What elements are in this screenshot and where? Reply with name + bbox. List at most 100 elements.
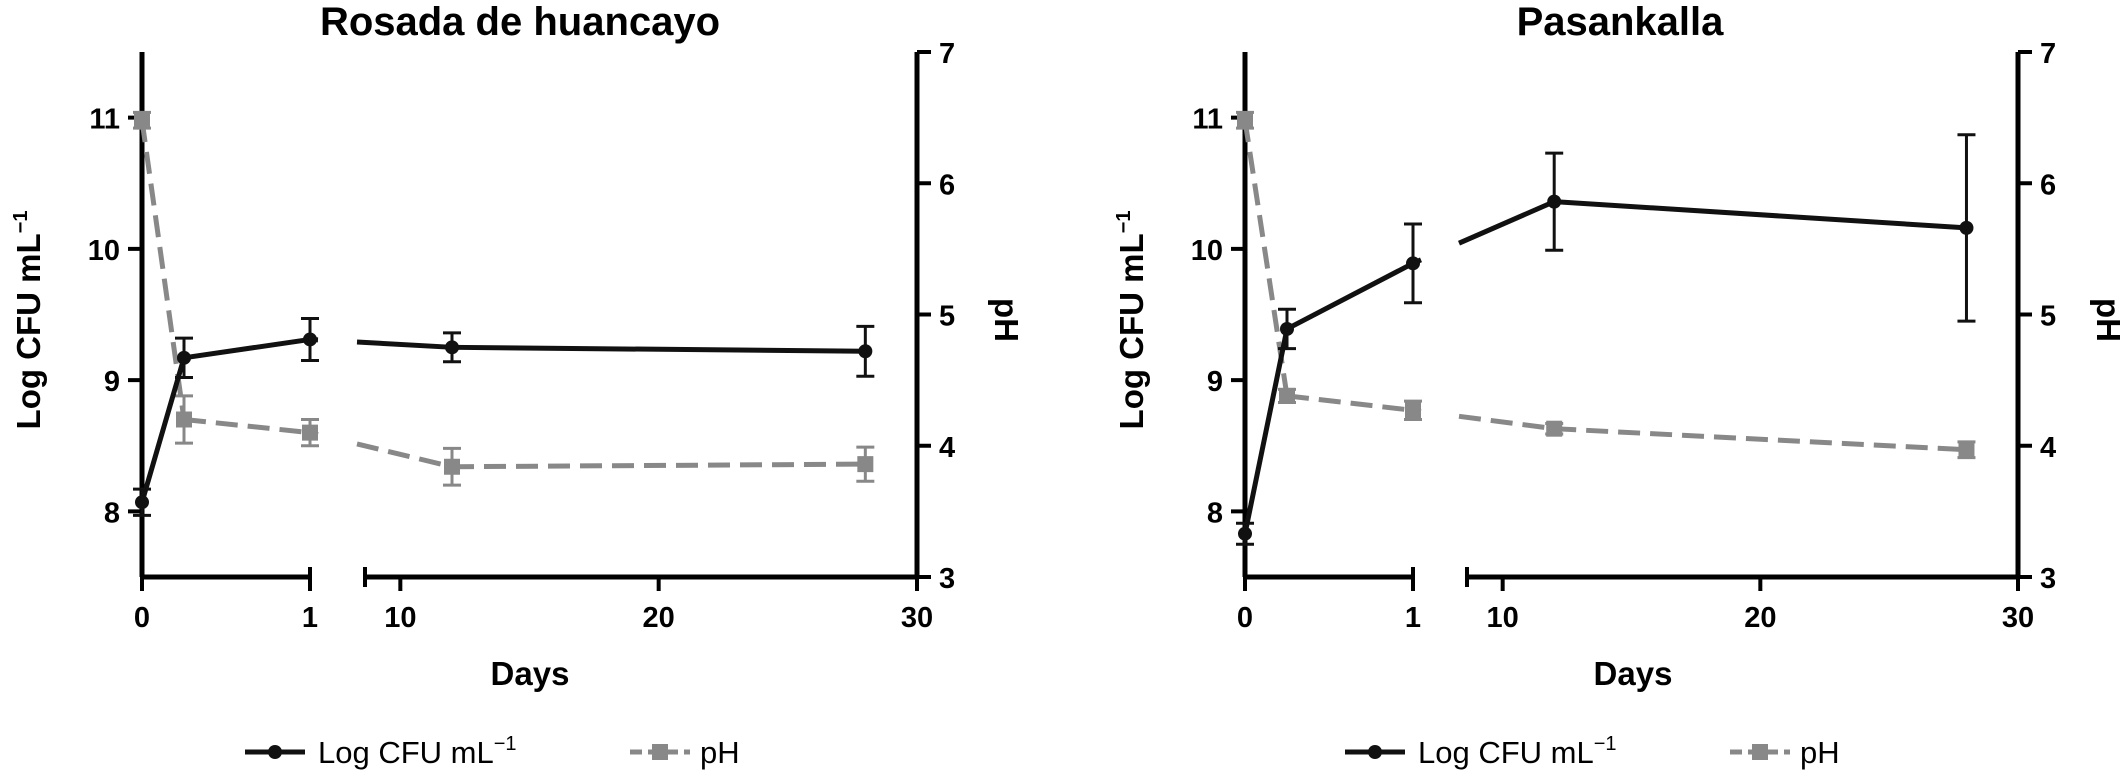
cfu-point bbox=[1959, 220, 1974, 235]
y-left-tick-label: 8 bbox=[1207, 497, 1223, 529]
ph-point bbox=[857, 456, 874, 473]
y-left-tick-label: 9 bbox=[1207, 366, 1223, 398]
cfu-point bbox=[135, 495, 149, 510]
x-tick-label: 1 bbox=[302, 602, 318, 634]
cfu-point bbox=[445, 340, 459, 355]
y-left-axis-label: Log CFU mL−1 bbox=[1113, 211, 1150, 430]
cfu-point bbox=[858, 344, 873, 359]
ph-point bbox=[1405, 402, 1421, 419]
y-right-tick-label: 5 bbox=[2040, 301, 2056, 333]
chart-title: Pasankalla bbox=[1517, 0, 1725, 44]
y-left-tick-label: 10 bbox=[88, 235, 120, 267]
legend-marker-square bbox=[652, 744, 668, 760]
x-tick-label: 1 bbox=[1405, 602, 1421, 634]
ph-line-segment bbox=[183, 417, 311, 436]
ph-line-segment bbox=[139, 119, 187, 420]
x-tick-label: 20 bbox=[643, 602, 675, 634]
y-left-axis: 8 9 10 11 bbox=[88, 52, 145, 577]
legend: Log CFU mL−1 pH bbox=[1345, 733, 1840, 770]
y-right-tick-label: 7 bbox=[2040, 38, 2056, 70]
legend-marker-circle bbox=[1368, 745, 1382, 759]
legend-label-cfu: Log CFU mL−1 bbox=[318, 733, 517, 770]
cfu-point bbox=[1547, 194, 1562, 209]
cfu-point bbox=[177, 350, 191, 365]
legend-marker-square bbox=[1752, 744, 1768, 760]
y-right-axis-label: pH bbox=[2090, 298, 2127, 342]
ph-point bbox=[302, 424, 318, 441]
x-tick-label: 0 bbox=[134, 602, 150, 634]
legend-item-cfu: Log CFU mL−1 bbox=[1345, 733, 1617, 770]
x-tick-label: 10 bbox=[1487, 602, 1519, 634]
y-left-tick-label: 11 bbox=[89, 104, 120, 136]
y-right-tick-label: 4 bbox=[939, 432, 955, 464]
chart-title: Rosada de huancayo bbox=[320, 0, 720, 44]
y-left-tick-label: 9 bbox=[104, 366, 120, 398]
y-left-tick-label: 11 bbox=[1192, 104, 1223, 136]
y-left-axis-label: Log CFU mL−1 bbox=[10, 211, 47, 430]
series-ph bbox=[133, 110, 875, 487]
ph-point bbox=[444, 458, 460, 475]
legend-item-ph: pH bbox=[1730, 735, 1840, 770]
panel-rosada: Rosada de huancayo Log CFU mL−1 pH Days … bbox=[10, 0, 1025, 692]
series-log-cfu bbox=[133, 316, 875, 517]
cfu-line-segment bbox=[451, 344, 866, 354]
x-tick-label: 20 bbox=[1744, 602, 1776, 634]
x-axis-label: Days bbox=[491, 655, 570, 692]
legend-item-cfu: Log CFU mL−1 bbox=[245, 733, 517, 770]
cfu-line-segment bbox=[1457, 199, 1556, 246]
x-tick-label: 0 bbox=[1237, 602, 1253, 634]
x-tick-label: 30 bbox=[2002, 602, 2034, 634]
x-axis-label: Days bbox=[1594, 655, 1673, 692]
series-log-cfu bbox=[1236, 133, 1976, 546]
ph-point bbox=[1237, 112, 1253, 129]
y-right-tick-label: 6 bbox=[939, 169, 955, 201]
cfu-line-segment bbox=[1285, 261, 1415, 332]
y-right-tick-label: 6 bbox=[2040, 169, 2056, 201]
legend-label-cfu: Log CFU mL−1 bbox=[1418, 733, 1617, 770]
y-right-tick-label: 5 bbox=[939, 301, 955, 333]
cfu-line-segment bbox=[139, 357, 187, 503]
plot-series bbox=[1236, 110, 1976, 546]
series-ph bbox=[1236, 110, 1976, 460]
legend-label-ph: pH bbox=[700, 735, 740, 770]
y-right-tick-label: 4 bbox=[2040, 432, 2056, 464]
plot-series bbox=[133, 110, 875, 517]
ph-point bbox=[1546, 420, 1563, 437]
x-axis: 0 1 10 20 30 bbox=[1237, 567, 2034, 634]
legend-label-ph: pH bbox=[1800, 735, 1840, 770]
ph-line-segment bbox=[451, 461, 866, 470]
legend: Log CFU mL−1 pH bbox=[245, 733, 740, 770]
y-left-tick-label: 8 bbox=[104, 497, 120, 529]
y-right-tick-label: 7 bbox=[939, 38, 955, 70]
cfu-point bbox=[1280, 321, 1294, 336]
ph-line-segment bbox=[1286, 393, 1414, 413]
legend-item-ph: pH bbox=[630, 735, 740, 770]
ph-point bbox=[1958, 441, 1975, 458]
y-right-axis: 3 4 5 6 7 bbox=[914, 38, 955, 595]
y-right-tick-label: 3 bbox=[939, 563, 955, 595]
x-tick-label: 30 bbox=[901, 602, 933, 634]
cfu-line-segment bbox=[356, 339, 453, 350]
x-tick-label: 10 bbox=[384, 602, 416, 634]
cfu-line-segment bbox=[1554, 199, 1967, 231]
ph-point bbox=[176, 411, 192, 428]
x-axis: 0 1 10 20 30 bbox=[134, 567, 933, 634]
ph-point bbox=[134, 112, 150, 129]
cfu-line-segment bbox=[183, 336, 311, 361]
y-right-tick-label: 3 bbox=[2040, 563, 2056, 595]
ph-line-segment bbox=[1554, 426, 1967, 453]
cfu-line-segment bbox=[1242, 328, 1290, 535]
ph-line-segment bbox=[1458, 413, 1555, 432]
ph-line-segment bbox=[356, 441, 453, 470]
y-left-axis: 8 9 10 11 bbox=[1191, 52, 1248, 577]
cfu-point bbox=[1406, 256, 1420, 271]
cfu-point bbox=[1238, 526, 1252, 541]
y-left-tick-label: 10 bbox=[1191, 235, 1223, 267]
y-right-axis-label: pH bbox=[988, 298, 1025, 342]
legend-marker-circle bbox=[268, 745, 282, 759]
cfu-point bbox=[303, 332, 317, 347]
y-right-axis: 3 4 5 6 7 bbox=[2015, 38, 2056, 595]
ph-point bbox=[1279, 387, 1295, 404]
